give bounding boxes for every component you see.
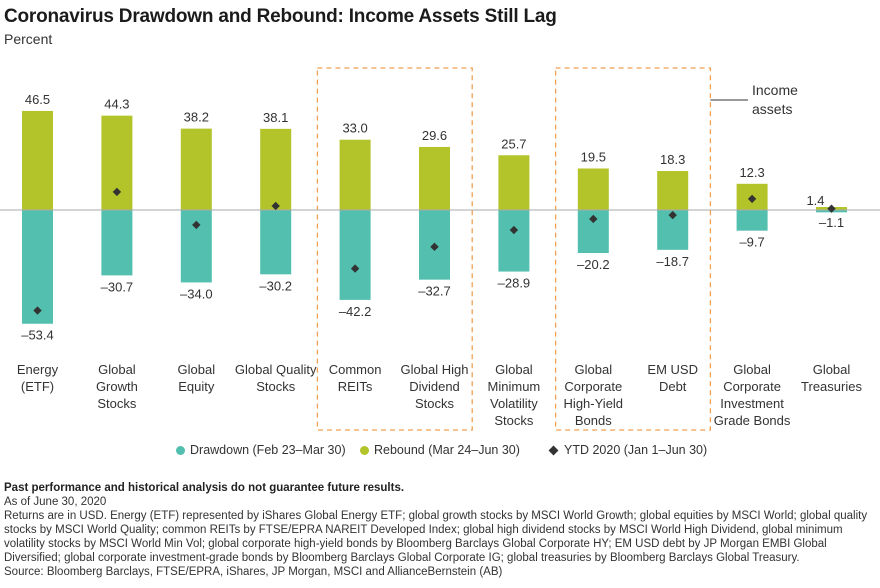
ytd-swatch [548, 445, 559, 456]
category-label: (ETF) [21, 379, 54, 394]
rebound-bar [260, 128, 292, 210]
category-label: Global [178, 362, 216, 377]
drawdown-value-label: –34.0 [180, 286, 213, 301]
drawdown-swatch [176, 446, 185, 456]
category-label: Growth [96, 379, 138, 394]
legend-item-drawdown: Drawdown (Feb 23–Mar 30) [176, 443, 346, 457]
as-of-date: As of June 30, 2020 [4, 496, 107, 508]
category-label: Stocks [415, 396, 455, 411]
rebound-swatch [360, 446, 369, 456]
drawdown-bar [498, 210, 530, 272]
legend-item-ytd: YTD 2020 (Jan 1–Jun 30) [548, 443, 707, 457]
rebound-bar [419, 146, 450, 210]
income-highlight-box-0 [316, 67, 473, 431]
chart-title: Coronavirus Drawdown and Rebound: Income… [4, 6, 557, 27]
rebound-value-label: 33.0 [342, 121, 367, 136]
drawdown-value-label: –20.2 [577, 257, 610, 272]
ytd-marker [589, 214, 598, 224]
category-label: Debt [659, 379, 687, 394]
drawdown-value-label: –32.7 [418, 284, 451, 299]
rebound-value-label: 18.3 [660, 152, 685, 167]
ytd-marker [350, 264, 360, 273]
rebound-value-label: 44.3 [104, 97, 129, 112]
ytd-marker [509, 225, 519, 235]
category-label: Global [733, 362, 771, 377]
rebound-value-label: 25.7 [501, 136, 526, 151]
drawdown-value-label: –42.2 [339, 304, 372, 319]
category-label: Equity [178, 379, 215, 394]
legend-label-drawdown: Drawdown (Feb 23–Mar 30) [190, 443, 346, 457]
category-label: Common [329, 362, 382, 377]
drawdown-value-label: –53.4 [21, 328, 54, 343]
chart-subtitle: Percent [4, 31, 53, 47]
category-label: Corporate [564, 379, 622, 394]
category-label: Stocks [97, 396, 137, 411]
category-label: Corporate [723, 379, 781, 394]
category-label: Investment [720, 396, 784, 411]
drawdown-bar [736, 210, 768, 231]
category-label: Global Quality [235, 362, 317, 377]
drawdown-value-label: –18.7 [656, 254, 689, 269]
legend-label-rebound: Rebound (Mar 24–Jun 30) [374, 443, 520, 457]
category-label: Treasuries [801, 379, 862, 394]
rebound-value-label: 19.5 [581, 149, 606, 164]
category-label: Volatility [490, 396, 538, 411]
drawdown-value-label: –30.2 [259, 278, 292, 293]
rebound-bar [180, 128, 212, 210]
category-label: Dividend [409, 379, 460, 394]
rebound-bar [577, 168, 609, 210]
category-label: Stocks [494, 413, 534, 428]
category-label: Global [98, 362, 136, 377]
bar-chart: Income assets 46.5 –53.4 Energy (ETF) 44.3 –30.… [0, 67, 880, 431]
drawdown-bar [101, 210, 133, 276]
ytd-marker [827, 204, 836, 213]
legend-item-rebound: Rebound (Mar 24–Jun 30) [360, 443, 520, 457]
category-label: REITs [338, 379, 373, 394]
rebound-value-label: 38.2 [184, 110, 209, 125]
category-label: EM USD [647, 362, 698, 377]
drawdown-value-label: –1.1 [819, 215, 844, 230]
category-label: Global [813, 362, 851, 377]
category-label: Bonds [575, 413, 612, 428]
ytd-marker [430, 242, 439, 252]
category-label: Global High [401, 362, 469, 377]
category-label: Energy [17, 362, 59, 377]
category-label: Stocks [256, 379, 296, 394]
category-label: Global [495, 362, 533, 377]
source-note: Source: Bloomberg Barclays, FTSE/EPRA, i… [4, 566, 503, 578]
drawdown-value-label: –9.7 [739, 235, 764, 250]
legend: Drawdown (Feb 23–Mar 30) Rebound (Mar 24… [0, 443, 880, 461]
category-label: Global [575, 362, 613, 377]
category-label: Grade Bonds [714, 413, 791, 428]
methodology-notes: Returns are in USD. Energy (ETF) represe… [4, 510, 871, 564]
category-label: Minimum [488, 379, 541, 394]
drawdown-bar [22, 210, 53, 324]
rebound-bar [657, 171, 689, 210]
disclaimer: Past performance and historical analysis… [4, 482, 405, 494]
rebound-bar [22, 110, 53, 210]
ytd-marker [747, 194, 757, 204]
ytd-marker [668, 210, 677, 220]
rebound-value-label: 1.4 [806, 193, 824, 208]
rebound-value-label: 38.1 [263, 110, 288, 125]
income-highlight-box-1 [554, 67, 712, 431]
drawdown-bar [339, 210, 371, 300]
ytd-marker [112, 187, 122, 197]
footer: Past performance and historical analysis… [4, 481, 876, 579]
drawdown-value-label: –28.9 [498, 276, 531, 291]
rebound-value-label: 29.6 [422, 128, 447, 143]
category-label: High-Yield [564, 396, 624, 411]
rebound-bar [498, 155, 530, 210]
rebound-value-label: 12.3 [739, 165, 764, 180]
annotation-text-line: Income [752, 82, 798, 98]
drawdown-value-label: –30.7 [101, 279, 134, 294]
ytd-marker [192, 220, 201, 230]
annotation-text-line: assets [752, 101, 792, 117]
rebound-bar [339, 139, 371, 210]
rebound-value-label: 46.5 [25, 92, 50, 107]
drawdown-bar [260, 210, 292, 275]
legend-label-ytd: YTD 2020 (Jan 1–Jun 30) [564, 443, 708, 457]
ytd-marker [33, 306, 42, 315]
ytd-marker [271, 201, 280, 211]
